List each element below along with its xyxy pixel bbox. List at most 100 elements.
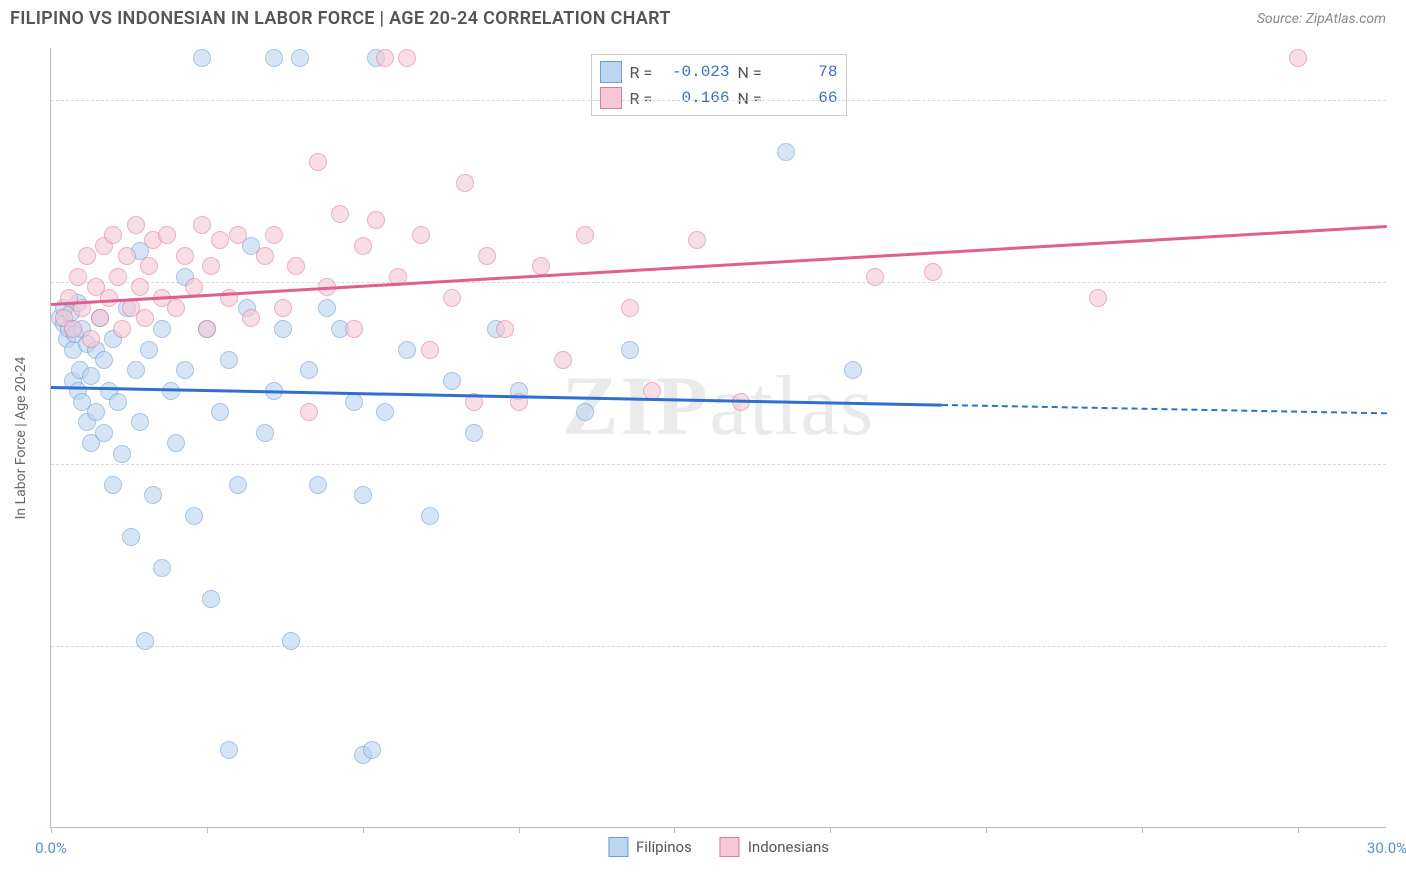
data-point <box>621 341 639 359</box>
data-point <box>478 247 496 265</box>
data-point <box>176 247 194 265</box>
data-point <box>242 309 260 327</box>
data-point <box>345 320 363 338</box>
data-point <box>198 320 216 338</box>
x-tick <box>519 827 520 833</box>
data-point <box>345 393 363 411</box>
data-point <box>95 351 113 369</box>
data-point <box>109 393 127 411</box>
data-point <box>167 434 185 452</box>
data-point <box>211 231 229 249</box>
x-tick <box>986 827 987 833</box>
legend-item-filipinos: Filipinos <box>608 837 692 857</box>
data-point <box>220 351 238 369</box>
r-value-indonesians: 0.166 <box>670 89 730 107</box>
data-point <box>82 367 100 385</box>
data-point <box>1289 49 1307 67</box>
data-point <box>104 476 122 494</box>
data-point <box>376 49 394 67</box>
data-point <box>621 299 639 317</box>
data-point <box>844 361 862 379</box>
data-point <box>167 299 185 317</box>
data-point <box>274 299 292 317</box>
data-point <box>220 741 238 759</box>
data-point <box>300 361 318 379</box>
data-point <box>82 330 100 348</box>
y-tick-label: 47.5% <box>1396 637 1406 655</box>
x-tick <box>1298 827 1299 833</box>
x-tick <box>1142 827 1143 833</box>
data-point <box>256 424 274 442</box>
data-point <box>158 226 176 244</box>
data-point <box>265 49 283 67</box>
data-point <box>100 289 118 307</box>
data-point <box>443 289 461 307</box>
data-point <box>265 226 283 244</box>
gridline <box>51 464 1386 465</box>
data-point <box>398 341 416 359</box>
swatch-icon <box>608 837 628 857</box>
data-point <box>229 476 247 494</box>
data-point <box>131 413 149 431</box>
data-point <box>282 632 300 650</box>
data-point <box>122 528 140 546</box>
chart-title: FILIPINO VS INDONESIAN IN LABOR FORCE | … <box>10 8 671 29</box>
data-point <box>229 226 247 244</box>
data-point <box>866 268 884 286</box>
swatch-icon <box>600 87 622 109</box>
data-point <box>309 476 327 494</box>
data-point <box>78 247 96 265</box>
gridline <box>51 282 1386 283</box>
data-point <box>193 49 211 67</box>
data-point <box>202 257 220 275</box>
data-point <box>398 49 416 67</box>
r-value-filipinos: -0.023 <box>670 63 730 81</box>
source-label: Source: ZipAtlas.com <box>1257 11 1386 27</box>
y-tick-label: 82.5% <box>1396 273 1406 291</box>
data-point <box>131 278 149 296</box>
data-point <box>309 153 327 171</box>
data-point <box>576 403 594 421</box>
data-point <box>95 424 113 442</box>
data-point <box>113 445 131 463</box>
data-point <box>91 309 109 327</box>
gridline <box>51 646 1386 647</box>
data-point <box>118 247 136 265</box>
data-point <box>421 341 439 359</box>
data-point <box>144 486 162 504</box>
data-point <box>256 247 274 265</box>
data-point <box>136 309 154 327</box>
data-point <box>688 231 706 249</box>
swatch-icon <box>600 61 622 83</box>
legend-row-indonesians: R = 0.166 N = 66 <box>600 85 838 111</box>
data-point <box>412 226 430 244</box>
data-point <box>496 320 514 338</box>
data-point <box>777 143 795 161</box>
data-point <box>456 174 474 192</box>
x-tick <box>830 827 831 833</box>
data-point <box>291 49 309 67</box>
data-point <box>287 257 305 275</box>
data-point <box>318 299 336 317</box>
data-point <box>153 320 171 338</box>
trend-line <box>51 386 942 406</box>
y-tick-label: 65.0% <box>1396 455 1406 473</box>
data-point <box>202 590 220 608</box>
data-point <box>211 403 229 421</box>
data-point <box>162 382 180 400</box>
n-value-indonesians: 66 <box>778 89 838 107</box>
n-value-filipinos: 78 <box>778 63 838 81</box>
data-point <box>176 361 194 379</box>
data-point <box>153 559 171 577</box>
data-point <box>185 507 203 525</box>
data-point <box>109 268 127 286</box>
data-point <box>136 632 154 650</box>
data-point <box>363 741 381 759</box>
watermark: ZIPatlas <box>562 357 875 455</box>
data-point <box>924 263 942 281</box>
swatch-icon <box>720 837 740 857</box>
x-tick <box>51 827 52 833</box>
data-point <box>376 403 394 421</box>
gridline <box>51 100 1386 101</box>
data-point <box>127 216 145 234</box>
